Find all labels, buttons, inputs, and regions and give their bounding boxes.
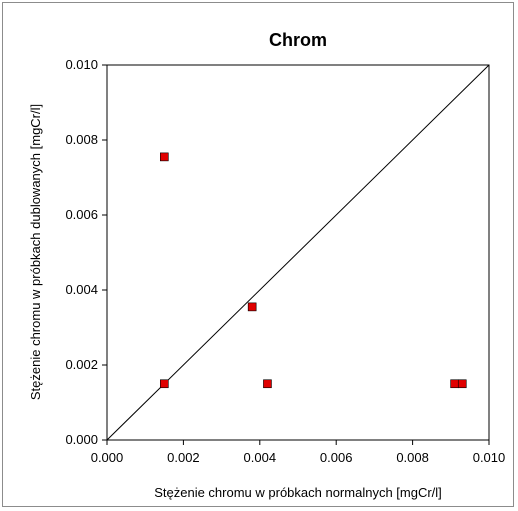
y-tick-label: 0.008: [65, 132, 98, 147]
x-axis: 0.000 0.002 0.004 0.006 0.008 0.010: [91, 440, 506, 465]
y-tick-label: 0.004: [65, 282, 98, 297]
x-tick-label: 0.004: [244, 450, 277, 465]
y-tick-label: 0.006: [65, 207, 98, 222]
x-tick-label: 0.008: [396, 450, 429, 465]
data-point: [457, 379, 467, 389]
y-tick-label: 0.000: [65, 432, 98, 447]
y-tick-label: 0.002: [65, 357, 98, 372]
data-point: [160, 379, 169, 389]
x-tick-label: 0.000: [91, 450, 124, 465]
data-point: [450, 379, 459, 389]
y-axis: 0.000 0.002 0.004 0.006 0.008 0.010: [65, 57, 107, 447]
y-tick-label: 0.010: [65, 57, 98, 72]
data-point: [263, 379, 272, 389]
y-axis-title: Stężenie chromu w próbkach dublowanych […: [28, 104, 43, 400]
x-tick-label: 0.002: [167, 450, 200, 465]
chart-title: Chrom: [269, 30, 327, 50]
data-point: [160, 152, 169, 162]
data-point: [247, 302, 257, 312]
identity-line: [106, 64, 490, 441]
x-tick-label: 0.010: [473, 450, 506, 465]
data-points: [160, 152, 467, 389]
x-axis-title: Stężenie chromu w próbkach normalnych [m…: [154, 485, 442, 500]
x-tick-label: 0.006: [320, 450, 353, 465]
